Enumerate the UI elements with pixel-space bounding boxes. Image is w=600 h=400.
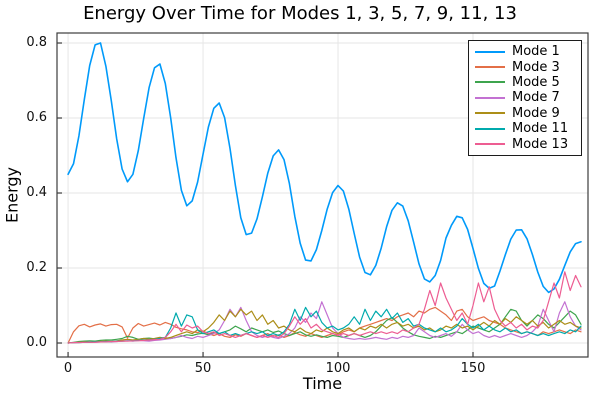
y-tick-label: 0.6 xyxy=(26,110,47,125)
y-tick-label: 0.4 xyxy=(26,185,47,200)
legend-item-mode-5: Mode 5 xyxy=(475,75,577,90)
x-tick-label: 50 xyxy=(194,361,212,376)
legend: Mode 1 Mode 3 Mode 5 Mode 7 Mode 9 Mode … xyxy=(468,40,582,156)
x-tick-label: 0 xyxy=(63,361,73,376)
legend-item-mode-13: Mode 13 xyxy=(475,136,577,152)
legend-label: Mode 11 xyxy=(512,121,569,137)
series-line-mode-9 xyxy=(67,308,582,344)
legend-label: Mode 9 xyxy=(512,105,560,121)
legend-line-mode-5 xyxy=(475,81,505,84)
legend-label: Mode 7 xyxy=(512,90,560,106)
legend-line-mode-7 xyxy=(475,96,505,99)
legend-item-mode-11: Mode 11 xyxy=(475,121,577,136)
x-axis-label: Time xyxy=(302,374,343,393)
legend-item-mode-3: Mode 3 xyxy=(475,59,577,75)
legend-item-mode-1: Mode 1 xyxy=(475,44,577,59)
series-line-mode-13 xyxy=(67,271,582,344)
legend-label: Mode 5 xyxy=(512,74,560,90)
y-tick-label: 0.8 xyxy=(26,35,47,50)
legend-item-mode-7: Mode 7 xyxy=(475,90,577,105)
plot-frame xyxy=(56,32,589,358)
legend-line-mode-9 xyxy=(475,112,505,115)
legend-line-mode-13 xyxy=(475,143,505,146)
legend-label: Mode 1 xyxy=(512,44,560,60)
legend-label: Mode 3 xyxy=(512,59,560,75)
legend-line-mode-11 xyxy=(475,127,505,130)
x-tick-label: 100 xyxy=(325,361,351,376)
y-tick-label: 0.2 xyxy=(26,260,47,275)
chart-title: Energy Over Time for Modes 1, 3, 5, 7, 9… xyxy=(83,3,517,24)
series-line-mode-1 xyxy=(67,42,582,294)
legend-item-mode-9: Mode 9 xyxy=(475,106,577,121)
y-tick-label: 0.0 xyxy=(26,335,47,350)
legend-label: Mode 13 xyxy=(512,136,569,152)
x-tick-label: 150 xyxy=(460,361,486,376)
series-line-mode-7 xyxy=(67,301,582,344)
legend-line-mode-3 xyxy=(475,66,505,69)
legend-line-mode-1 xyxy=(475,50,505,53)
